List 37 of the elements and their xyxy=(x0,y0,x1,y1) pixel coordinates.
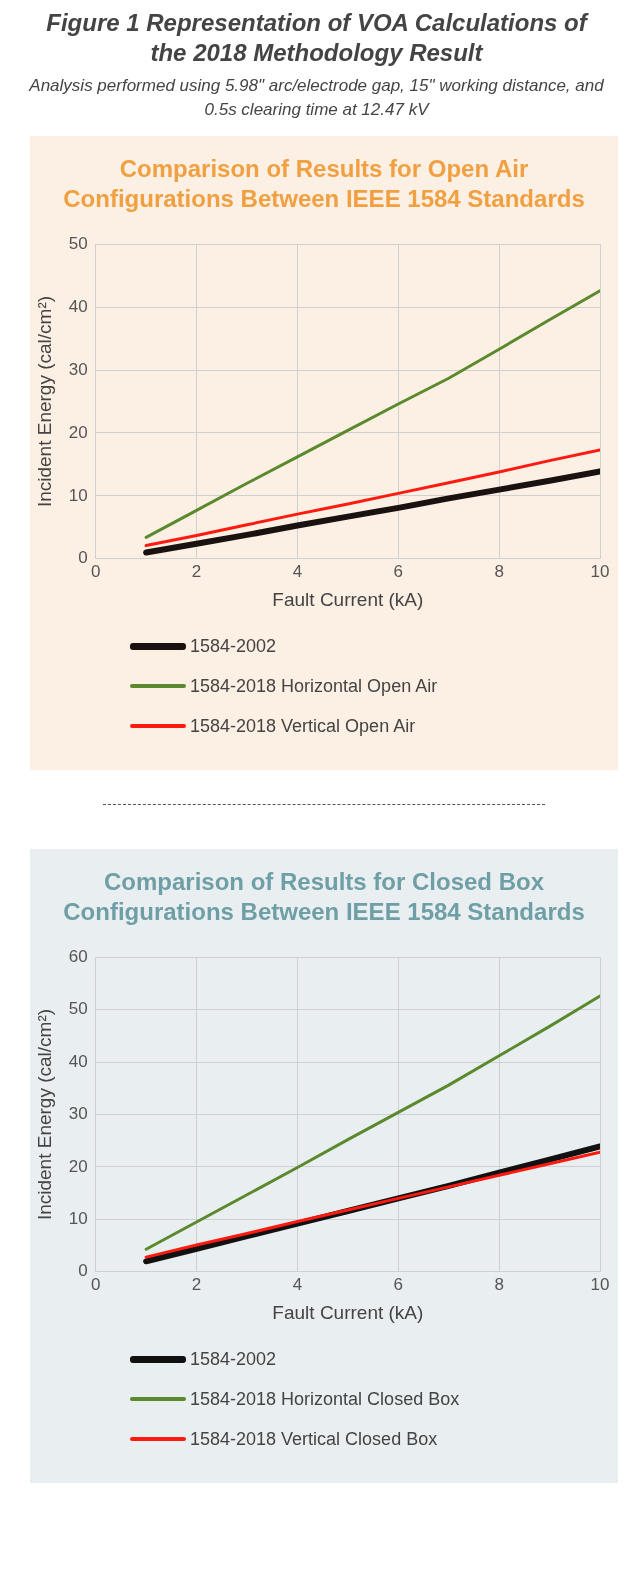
x-tick-label: 6 xyxy=(393,561,404,581)
x-tick-label: 2 xyxy=(191,561,202,581)
y-tick-label: 10 xyxy=(68,1209,88,1229)
y-tick-label: 50 xyxy=(68,999,88,1019)
y-tick-label: 20 xyxy=(68,1156,88,1176)
y-tick-label: 40 xyxy=(68,1051,88,1071)
x-tick-label: 10 xyxy=(590,561,610,581)
legend-label: 1584-2018 Vertical Open Air xyxy=(190,715,416,737)
x-tick-label: 4 xyxy=(292,1274,303,1294)
x-tick-label: 4 xyxy=(292,561,303,581)
x-tick-label: 10 xyxy=(590,1274,610,1294)
x-tick-label: 6 xyxy=(393,1274,404,1294)
caption: Figure 1 Representation of VOA Calculations of the 2018 Methodology Result xyxy=(45,8,590,68)
y-tick-label: 40 xyxy=(68,296,88,316)
legend-label: 1584-2002 xyxy=(190,1348,277,1370)
legend-label: 1584-2018 Horizontal Open Air xyxy=(190,675,438,697)
chart-title: Comparison of Results for Closed Box Configurations Between IEEE 1584 Standards xyxy=(62,867,586,927)
y-tick-label: 60 xyxy=(68,946,88,966)
x-axis-title: Fault Current (kA) xyxy=(272,588,424,610)
y-tick-label: 0 xyxy=(78,548,88,568)
y-tick-label: 10 xyxy=(68,485,88,505)
y-axis-title: Incident Energy (cal/cm²) xyxy=(33,295,55,508)
y-axis-title: Incident Energy (cal/cm²) xyxy=(33,1008,55,1221)
x-axis-title: Fault Current (kA) xyxy=(272,1301,424,1323)
y-tick-label: 50 xyxy=(68,233,88,253)
y-tick-label: 20 xyxy=(68,422,88,442)
y-tick-label: 30 xyxy=(68,1104,88,1124)
text: Analysis performed using 5.98" arc/electrode gap, 15" working distance, and 0.5s clearing time at 12.47 kV xyxy=(28,75,605,121)
x-tick-label: 8 xyxy=(494,561,504,581)
y-tick-label: 0 xyxy=(78,1261,88,1281)
y-tick-label: 30 xyxy=(68,359,88,379)
legend-label: 1584-2018 Horizontal Closed Box xyxy=(190,1388,460,1410)
legend-label: 1584-2018 Vertical Closed Box xyxy=(190,1428,438,1450)
legend-label: 1584-2002 xyxy=(190,635,277,657)
x-tick-label: 2 xyxy=(191,1274,202,1294)
x-tick-label: 8 xyxy=(494,1274,504,1294)
chart-title: Comparison of Results for Open Air Configurations Between IEEE 1584 Standards xyxy=(62,154,586,214)
